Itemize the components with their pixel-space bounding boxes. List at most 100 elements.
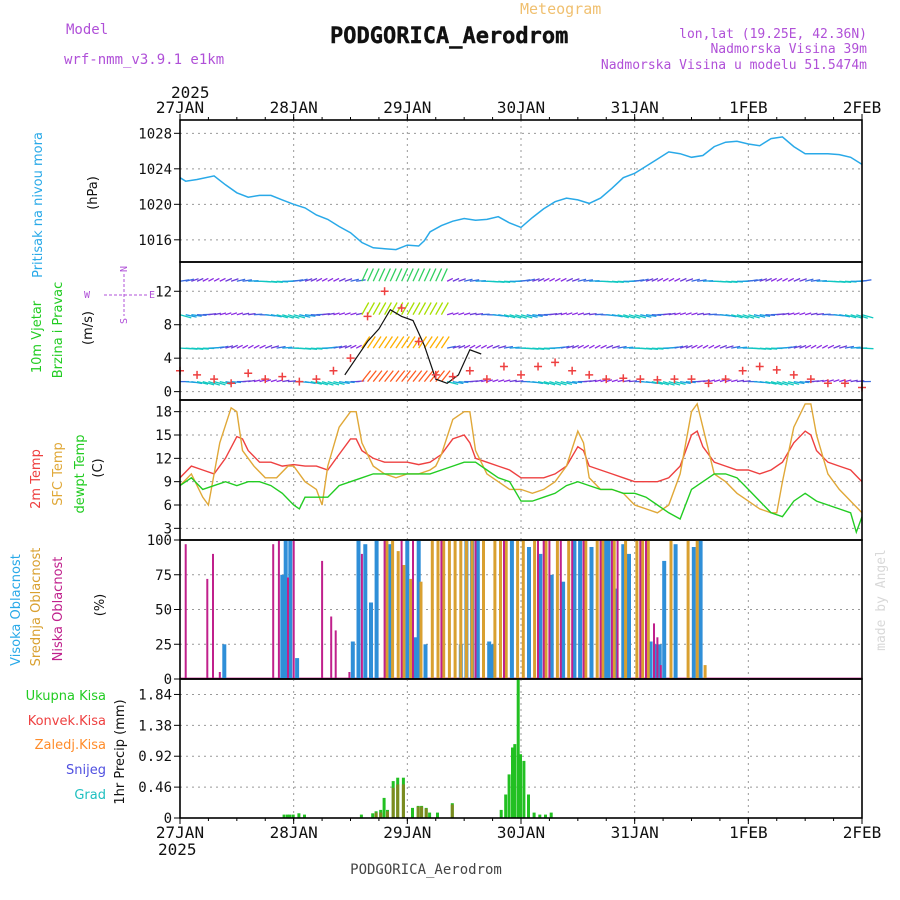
wind-barb [248,312,256,316]
gust-marker [636,375,645,384]
wind-barb [691,278,700,282]
y-tick-label: 0.92 [138,749,172,765]
wind-barb [327,277,334,282]
wind-barb [372,336,382,349]
wind-barb [810,279,821,282]
wind-barb [440,302,449,316]
wind-barb [782,312,790,316]
high-cloud-bar [475,540,480,679]
low-cloud-bar [412,540,414,679]
convective-precip-bar [424,808,428,818]
wind-barb [208,277,215,282]
wind-barb [196,277,204,282]
total-precip-bar [549,812,553,818]
wind-barb [435,336,445,349]
station-title: PODGORICA_Aerodrom [330,24,568,49]
mid-cloud-bar [385,540,389,679]
wind-barb [759,314,771,317]
wind-barb [560,380,573,386]
wind-barb [423,370,434,383]
wind-barb [395,336,405,349]
cloud-ylabel-1: Visoka Oblacnost [9,554,24,666]
wind-barb [293,314,306,319]
high-cloud-bar [648,641,653,679]
mid-cloud-bar [430,540,434,679]
wind-barb [770,380,783,386]
gust-marker [755,362,764,371]
low-cloud-bar [292,540,295,679]
wind-barb [480,344,487,349]
model-label: Model [66,22,108,38]
top-date-label: 29JAN [383,98,431,117]
wind-barb [702,312,711,316]
wind-barb [389,370,400,383]
wind-barb [532,380,544,385]
wind-barb [753,278,763,282]
cloud-ylabel-3: Niska Oblacnost [51,557,66,662]
wind-barb [662,380,675,386]
wind-arrows [179,268,874,386]
wind-barb [242,344,249,349]
y-tick-label: 50 [155,603,172,619]
wind-barb [549,380,562,386]
high-cloud-bar [538,553,543,679]
wind-barb [799,380,810,384]
wind-barb [571,312,579,316]
low-cloud-bar [599,540,602,679]
high-cloud-bar [405,540,410,679]
low-cloud-bar [184,544,187,679]
high-cloud-bar [572,540,577,679]
low-cloud-bar [559,540,562,679]
model-altitude-label: Nadmorska Visina u modelu 51.5474m [601,58,867,73]
top-date-label: 30JAN [497,98,545,117]
wind-barb [458,278,466,282]
wind-barb [321,277,328,282]
wind-barb [776,277,783,282]
wind-barb [583,279,593,282]
total-precip-bar [303,814,306,818]
wind-barb [725,379,732,383]
low-cloud-bar [653,623,655,679]
wind-barb [816,344,823,349]
wind-barb [202,380,215,386]
high-cloud-bar [653,644,658,680]
wind-barb [446,345,456,349]
wind-barb [668,380,681,386]
y-tick-label: 15 [155,428,172,444]
low-cloud-bar [360,553,363,679]
wind-barb [185,314,197,318]
wind-barb [191,380,203,385]
wind-barb [452,345,461,349]
gust-marker [670,375,679,384]
wind-barb [856,380,865,383]
wind-barb [179,314,192,319]
wind-barb [657,277,664,282]
wind-barb [475,312,484,316]
compass-e: E [149,290,155,301]
wind-barb [327,380,340,386]
wind-barb [793,277,801,282]
mid-cloud-bar [584,540,588,679]
mid-cloud-bar [669,540,673,679]
precip-legend-snow: Snijeg [66,763,106,778]
cloud-ylabel-2: Srednja Oblacnost [29,548,44,667]
gust-marker [823,379,832,388]
gust-marker [789,370,798,379]
pressure-line [179,136,863,251]
wind-barb [412,302,421,316]
wind-barb [577,344,584,349]
wind-barb [361,370,372,383]
wind-barb [225,312,232,316]
wind-barb [213,312,222,316]
wind-barb [685,312,692,316]
mid-cloud-bar [504,540,508,679]
wind-barb [225,345,234,349]
mid-cloud-bar [612,540,616,679]
wind-barb [708,344,715,349]
wind-barb [816,312,824,316]
wind-barb [242,312,250,316]
low-cloud-bar [348,672,351,679]
y-tick-label: 1.38 [138,718,172,734]
gust-marker [721,375,730,384]
